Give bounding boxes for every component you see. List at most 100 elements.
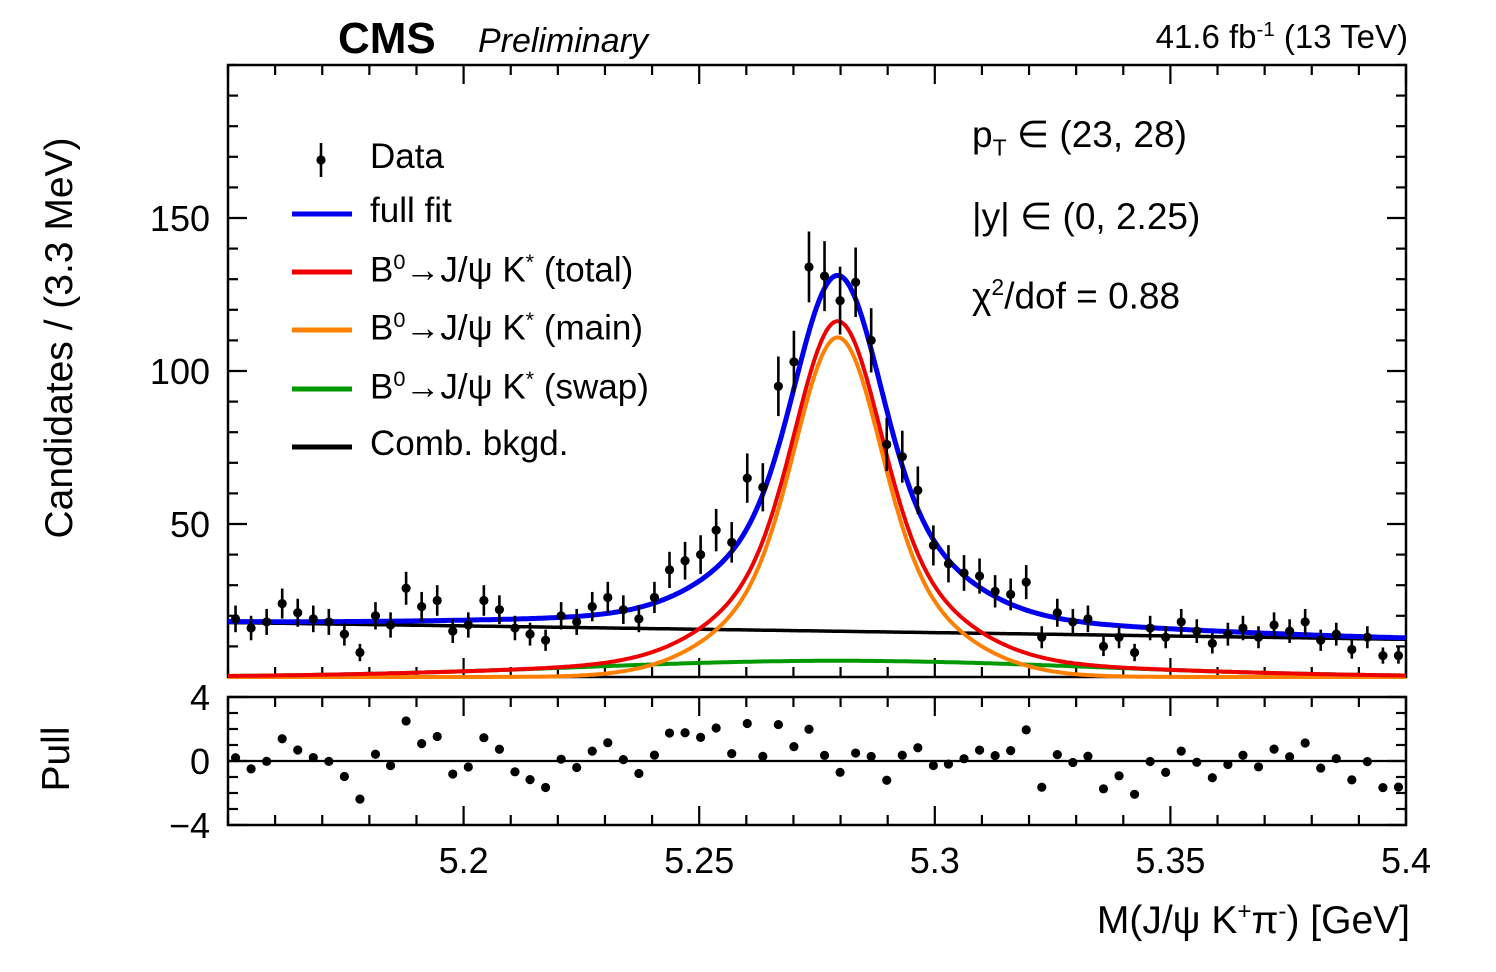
data-marker [835,296,845,306]
legend-entry-label: B0→J/ψ K* (swap) [370,366,649,407]
annotation-chi2: χ2/dof = 0.88 [972,274,1181,317]
data-marker [928,540,938,551]
data-marker [851,277,861,287]
pull-marker [897,750,907,760]
main-y-tick-label: 50 [170,504,210,545]
data-marker [649,592,660,603]
pull-marker [448,769,458,779]
data-marker [262,617,272,627]
data-marker [696,550,706,560]
data-marker [742,473,752,483]
data-marker [1068,617,1078,627]
annotation-pt: pT ∈ (23, 28) [972,114,1187,161]
data-marker [1331,629,1341,639]
data-marker [990,586,1000,596]
data-marker [1238,623,1248,633]
pull-marker [696,732,706,742]
pull-marker [789,742,799,752]
data-marker [773,381,783,391]
pull-marker [1223,759,1233,770]
pull-marker [432,731,442,742]
data-marker [819,271,830,281]
data-marker [1161,632,1171,642]
pull-marker [308,752,318,763]
data-marker [1145,623,1155,633]
data-points [230,231,1404,664]
data-marker [339,629,349,639]
pull-marker [1347,775,1357,785]
data-marker [417,602,427,612]
pull-marker [851,748,861,758]
data-marker [1207,638,1217,648]
data-marker [385,620,396,630]
pull-marker [1052,750,1062,760]
data-marker [1176,617,1186,627]
data-marker [540,635,551,645]
data-marker [618,605,628,615]
data-marker [1129,647,1140,658]
pull-marker [1098,784,1109,794]
legend-entry-label: Data [370,137,444,176]
pull-marker [1161,767,1171,777]
data-marker [587,602,597,612]
data-marker [1114,632,1124,642]
pull-points [228,716,1406,804]
legend-entry-label: B0→J/ψ K* (main) [370,307,644,348]
pull-marker [711,723,721,733]
pull-marker [649,750,660,760]
data-marker [603,592,613,603]
pull-marker [1129,789,1140,799]
pull-marker [664,728,675,738]
pull-marker [339,771,349,782]
data-marker [479,595,489,606]
main-y-tick-label: 150 [150,198,210,239]
pull-marker [959,754,969,764]
data-marker [432,595,442,606]
data-marker [1052,608,1062,618]
data-marker [525,629,535,639]
pull-marker [262,756,272,766]
pull-marker [835,767,845,777]
pull-y-tick-label: −4 [169,805,210,846]
x-axis-title: M(J/ψ K+π-) [GeV] [1096,898,1410,942]
pull-marker [974,745,985,755]
data-marker [510,623,520,633]
data-marker [293,608,303,618]
annotation-rapidity: |y| ∈ (0, 2.25) [972,196,1201,238]
pull-marker [479,733,489,743]
pull-marker [385,761,396,771]
pull-marker [1331,754,1341,764]
tick-labels: 50 100 150 −4 0 4 5.2 5.25 5.3 5.35 5.4 [150,198,1431,881]
data-marker [1393,650,1404,661]
luminosity-label: 41.6 fb-1 (13 TeV) [1155,18,1408,55]
preliminary-label: Preliminary [478,22,649,60]
pull-marker [1393,782,1404,792]
pull-marker [866,751,876,762]
experiment-label: CMS [338,14,436,63]
background-curve [227,620,1407,642]
pull-marker [1362,757,1372,767]
pull-marker [401,716,411,726]
pull-marker [525,775,535,785]
total-signal-curve [228,319,1406,678]
pull-marker [572,762,582,773]
data-marker [277,598,287,609]
pull-marker [277,734,287,744]
pull-marker [1021,725,1031,735]
pull-marker [990,751,1000,761]
data-marker [370,611,381,621]
data-marker [1098,641,1109,652]
pull-marker [1068,757,1078,768]
pull-marker [928,760,938,771]
pull-marker [727,749,737,759]
pull-marker [1300,738,1310,748]
pull-marker [230,753,241,763]
pull-marker [494,744,505,754]
pull-marker [773,719,783,730]
pull-y-tick-label: 0 [190,741,210,782]
legend-samples [292,143,352,450]
data-marker [324,617,334,627]
pull-marker [1006,745,1016,756]
